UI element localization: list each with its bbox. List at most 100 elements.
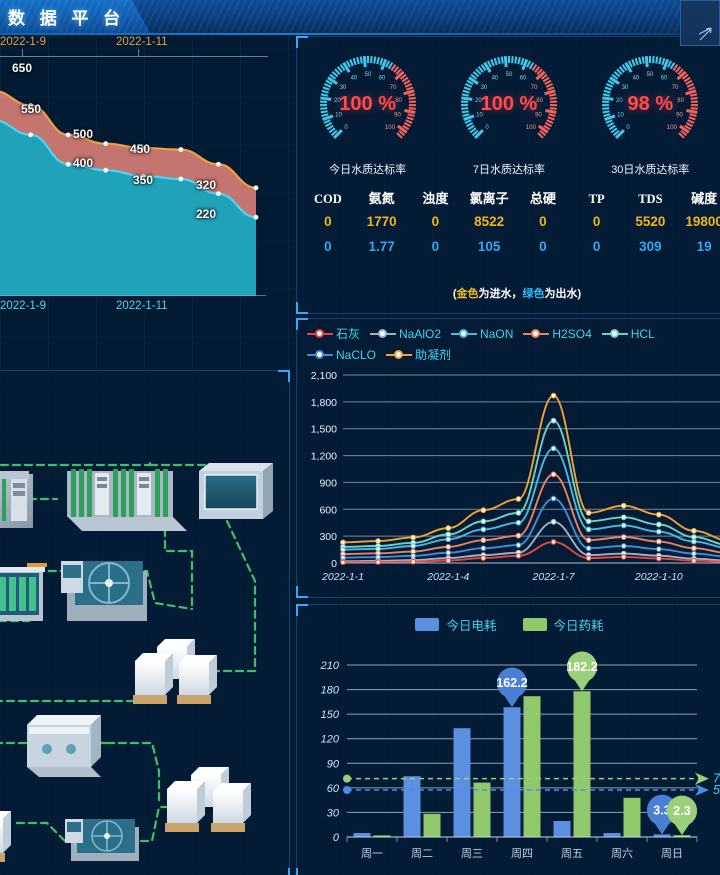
bar-今日药耗-周五 xyxy=(573,691,591,837)
table-legend-note: (金色为进水，绿色为出水) xyxy=(297,285,720,301)
gauge-tick-label: 50 xyxy=(647,72,654,78)
legend-item-h2so4[interactable]: H2SO4 xyxy=(523,326,592,341)
gauge-1: 0 10 20 30 40 50 60 70 80 90 100 100 % 7日水质达标率 xyxy=(438,41,579,191)
table-cell: 0 xyxy=(539,213,547,229)
bar-chart-value-balloon: 2.3 xyxy=(673,804,690,818)
gauge-tick-label: 10 xyxy=(617,113,624,119)
note-mid1: 为进水， xyxy=(478,288,523,300)
area-chart-svg xyxy=(0,90,259,296)
table-header-cell: 氨氮 xyxy=(368,191,395,206)
bar-chart-y-tick-label: 150 xyxy=(321,709,340,721)
bar-今日药耗-周三 xyxy=(473,782,491,837)
legend-marker-icon xyxy=(307,350,333,360)
gauge-group: 0 10 20 30 40 50 60 70 80 90 100 100 % 今日水质达标率 0 10 20 3… xyxy=(297,41,720,191)
legend-item-naalo2[interactable]: NaAlO2 xyxy=(370,327,441,341)
table-row: 0 1.77 0 105 0 0 309 19 xyxy=(301,234,720,259)
table-cell: 8522 xyxy=(474,213,505,229)
area-chart-bottom-axis: 2022-1-9 2022-1-11 xyxy=(0,298,290,320)
gauge-value: 100 % xyxy=(339,93,397,115)
gauge-tick-label: 100 xyxy=(385,125,396,131)
area-chart-bottom-tick-label: 2022-1-9 xyxy=(0,300,47,312)
gauge-dial-svg: 010 20 30 40 50 60 70 80 90 100 xyxy=(319,56,416,140)
bar-今日电耗-周二 xyxy=(403,776,421,837)
panel-corner-bl xyxy=(296,586,308,598)
line-chart-x-tick-label: 2022-1-10 xyxy=(634,571,683,583)
bar-chart-y-tick-label: 120 xyxy=(321,734,340,746)
note-gold-word: 金色 xyxy=(456,288,479,300)
table-header-row: COD 氨氮 浊度 氯离子 总硬 TP TDS 碱度 xyxy=(301,189,720,209)
bar-chart-x-tick-label: 周四 xyxy=(511,847,533,860)
plant-process-diagram xyxy=(0,370,290,875)
bar-chart-y-tick-label: 60 xyxy=(327,783,340,795)
area-chart-data-label: 320 xyxy=(196,177,217,192)
bar-今日电耗-周三 xyxy=(453,728,471,837)
expand-widget[interactable] xyxy=(680,0,720,46)
bar-chart-legend[interactable]: 今日电耗 今日药耗 xyxy=(297,615,720,634)
line-chart-legend[interactable]: 石灰 NaAlO2 NaON H2SO4 HCL NaCLO 助凝剂 xyxy=(307,325,720,363)
bar-chart-svg: 0 30 60 90 120 150 180 210 周一 周二 周三 周四 周五 周六 周日 72.9758… xyxy=(320,651,720,860)
area-chart-data-label: 500 xyxy=(73,126,94,141)
bar-chart-y-tick-label: 0 xyxy=(333,832,340,844)
bar-chart-x-tick-label: 周五 xyxy=(561,847,583,860)
area-chart-top-tick-label: 2022-1-9 xyxy=(0,36,47,48)
gauge-tick-label: 30 xyxy=(339,85,346,91)
table-cell: 309 xyxy=(639,238,662,254)
bar-chart-y-tick-label: 30 xyxy=(327,807,340,819)
bar-legend-item-今日药耗[interactable]: 今日药耗 xyxy=(522,615,604,634)
table-header-cell: COD xyxy=(313,192,342,207)
panel-corner-tl xyxy=(296,318,308,330)
legend-label: H2SO4 xyxy=(552,326,592,341)
table-cell: 1770 xyxy=(366,213,397,229)
app-header: 数 据 平 台 xyxy=(0,0,720,33)
table-cell: 1.77 xyxy=(368,238,395,254)
table-header-cell: 浊度 xyxy=(422,191,449,206)
influent-effluent-area-chart: 2022-1-9 2022-1-11 650 550 500 400 450 350 320 2… xyxy=(0,36,290,324)
table-header-cell: 碱度 xyxy=(691,191,718,206)
line-chart-x-tick-label: 2022-1-7 xyxy=(532,571,576,583)
panel-corner-tl xyxy=(296,36,308,48)
gauge-tick-label: 80 xyxy=(678,98,685,104)
gauge-tick-label: 50 xyxy=(506,72,513,78)
gauge-value: 100 % xyxy=(480,93,538,115)
legend-item-[interactable]: 助凝剂 xyxy=(386,346,451,363)
legend-item-naon[interactable]: NaON xyxy=(451,327,513,341)
panel-corner-br xyxy=(278,868,290,875)
legend-label: NaON xyxy=(480,326,514,341)
line-chart-y-tick-label: 300 xyxy=(319,531,337,543)
table-cell: 0 xyxy=(592,238,601,254)
legend-marker-icon xyxy=(307,329,333,339)
bar-今日药耗-周四 xyxy=(523,696,541,837)
legend-marker-icon xyxy=(370,329,397,339)
water-quality-kpi-panel: 0 10 20 30 40 50 60 70 80 90 100 100 % 今日水质达标率 0 10 20 3… xyxy=(296,36,720,314)
bar-chart-x-tick-label: 周日 xyxy=(661,847,683,860)
bar-chart-x-tick-label: 周二 xyxy=(411,847,433,860)
gauge-dial-svg: 010 20 30 40 50 60 70 80 90 100 xyxy=(602,56,699,140)
gauge-tick-label: 20 xyxy=(616,98,623,104)
header-divider xyxy=(0,33,720,35)
table-header-cell: TP xyxy=(588,192,605,207)
legend-item-[interactable]: 石灰 xyxy=(307,325,360,342)
legend-swatch xyxy=(522,618,547,631)
legend-label: NaCLO xyxy=(336,347,377,362)
bar-chart-plot: 0 30 60 90 120 150 180 210 周一 周二 周三 周四 周五 周六 周日 72.9758… xyxy=(297,639,720,875)
plant-diagram-svg xyxy=(0,457,273,862)
note-green-word: 绿色 xyxy=(522,288,545,300)
bar-legend-item-今日电耗[interactable]: 今日电耗 xyxy=(415,615,497,634)
legend-item-hcl[interactable]: HCL xyxy=(601,327,655,341)
bar-chart-markline-label: 72.97 xyxy=(713,772,720,786)
area-chart-bottom-tick-label: 2022-1-11 xyxy=(116,300,168,312)
gauge-tick-label: 60 xyxy=(378,75,385,81)
bar-chart-value-balloon: 162.2 xyxy=(496,676,527,690)
legend-swatch xyxy=(415,618,440,631)
bar-今日药耗-周二 xyxy=(423,813,441,837)
table-cell: 0 xyxy=(431,238,440,254)
legend-item-naclo[interactable]: NaCLO xyxy=(307,348,376,362)
gauge-tick-label: 70 xyxy=(672,85,679,91)
panel-corner-tr xyxy=(278,370,290,382)
legend-marker-icon xyxy=(523,329,550,339)
gauge-tick-label: 20 xyxy=(475,98,482,104)
gauge-tick-label: 30 xyxy=(622,85,629,91)
chemical-dosage-line-chart: 石灰 NaAlO2 NaON H2SO4 HCL NaCLO 助凝剂 0 300 600 900 1… xyxy=(296,318,720,598)
legend-marker-icon xyxy=(386,350,413,360)
gauge-tick-label: 60 xyxy=(520,75,527,81)
